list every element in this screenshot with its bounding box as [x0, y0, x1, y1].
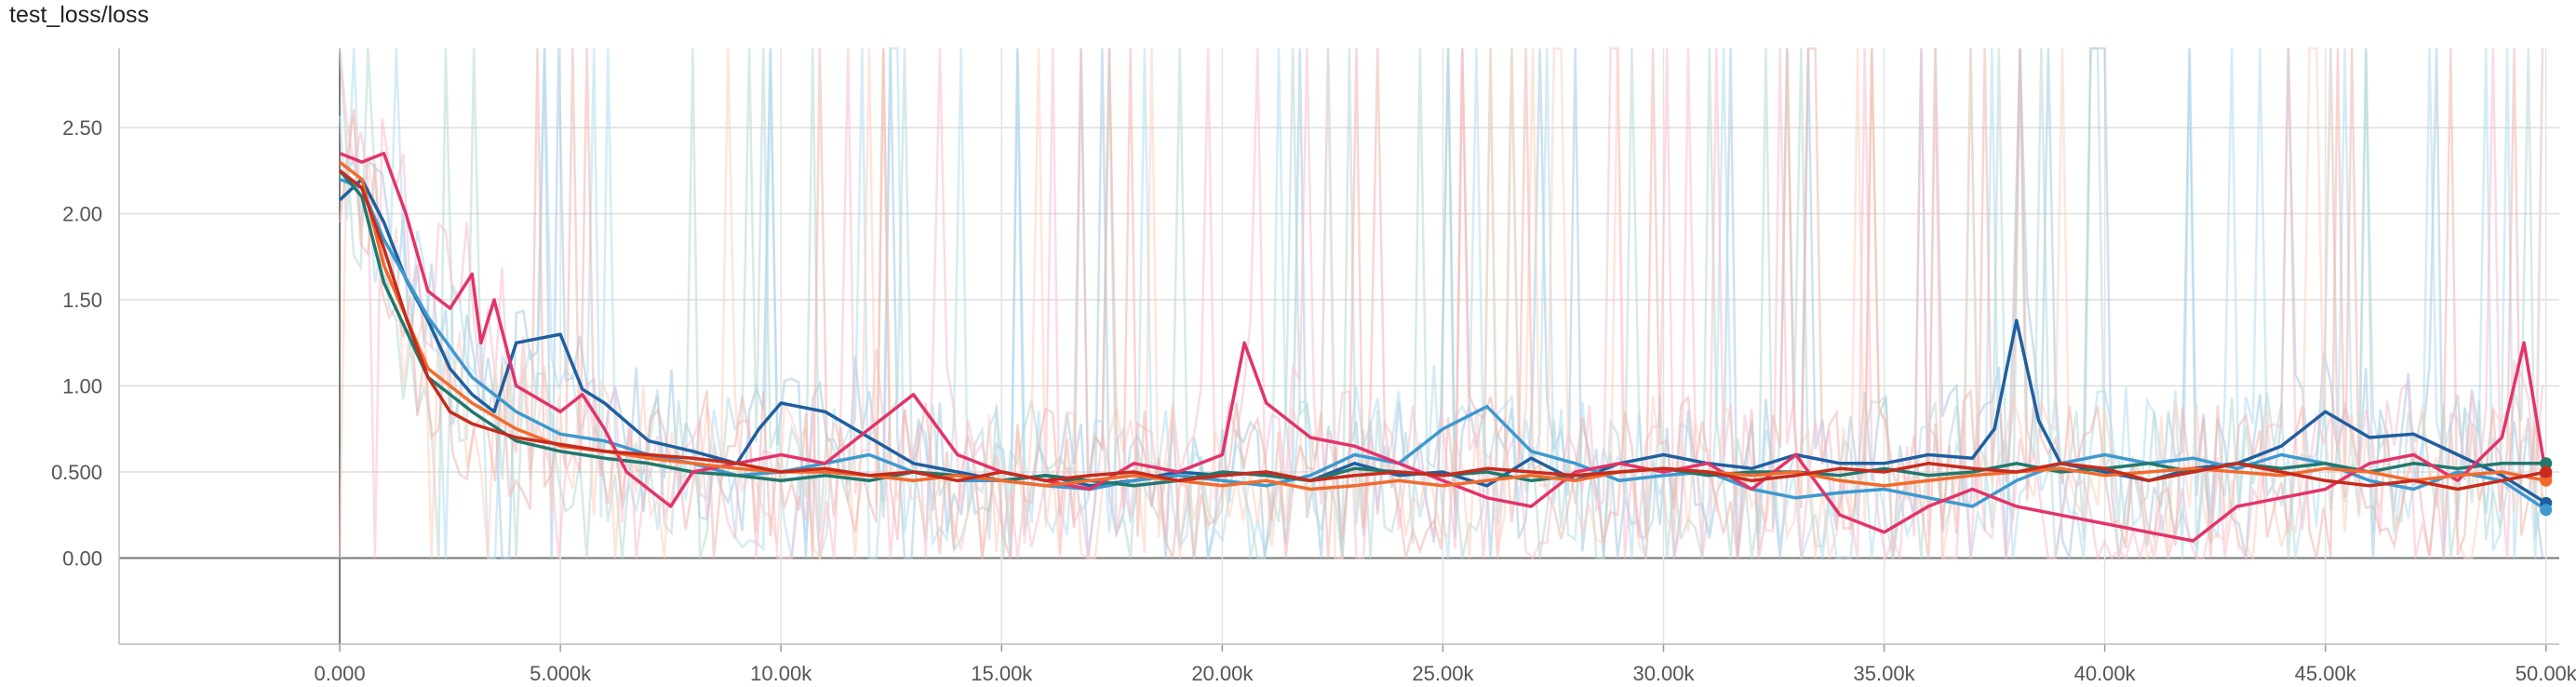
- tick-label-layer: 0.00 0.500 1.00 1.50 2.00 2.50 0.000 5.000k 10.0…: [51, 116, 2576, 685]
- y-tick-label: 0.500: [51, 461, 102, 484]
- series-layer: [338, 152, 2548, 543]
- series-line-6: [339, 168, 2547, 492]
- series-endpoint-2: [2540, 504, 2553, 517]
- raw-noise-layer: [338, 47, 2544, 563]
- x-tick-label: 0.000: [315, 662, 366, 685]
- y-tick-label: 1.00: [62, 375, 102, 398]
- series-line-2: [339, 177, 2547, 512]
- x-tick-label: 50.00k: [2516, 662, 2576, 685]
- series-line-4: [339, 152, 2548, 543]
- x-tick-label: 10.00k: [750, 662, 812, 685]
- x-tick-label: 5.000k: [530, 662, 592, 685]
- series-endpoint-6: [2540, 465, 2553, 478]
- chart-title: test_loss/loss: [9, 2, 150, 28]
- x-tick-label: 20.00k: [1191, 662, 1254, 685]
- x-tick-label: 30.00k: [1632, 662, 1695, 685]
- x-tick-label: 35.00k: [1854, 662, 1916, 685]
- endpoint-layer: [2540, 457, 2553, 517]
- y-tick-label: 0.00: [62, 547, 102, 571]
- y-tick-label: 2.00: [62, 203, 102, 226]
- raw-trace-6: [338, 47, 2544, 559]
- series-endpoint-3: [2540, 457, 2553, 470]
- y-tick-label: 2.50: [62, 116, 102, 140]
- series-endpoint-5: [2540, 474, 2553, 487]
- y-tick-label: 1.50: [62, 289, 102, 312]
- series-line-5: [339, 160, 2547, 492]
- x-tick-label: 25.00k: [1412, 662, 1474, 685]
- x-tick-label: 15.00k: [971, 662, 1033, 685]
- x-tick-label: 45.00k: [2295, 662, 2357, 685]
- axis-layer: [118, 48, 2559, 652]
- raw-trace-2: [338, 47, 2544, 559]
- x-tick-label: 40.00k: [2074, 662, 2137, 685]
